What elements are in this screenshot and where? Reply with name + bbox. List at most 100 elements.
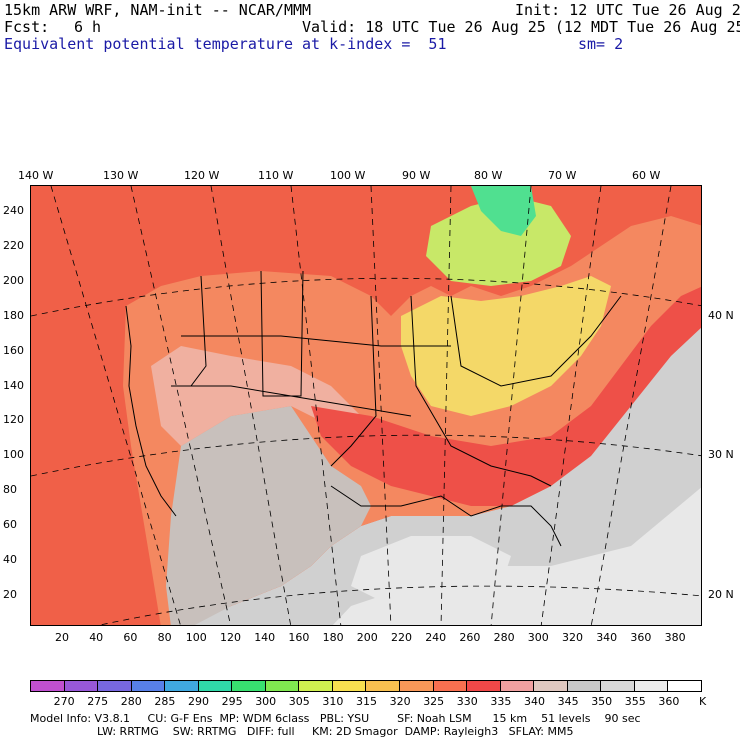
color-swatch <box>332 681 367 691</box>
color-swatch <box>98 681 132 691</box>
hudson-bay-region <box>471 186 536 236</box>
weather-map <box>30 185 702 626</box>
color-scale-label: 295 <box>221 695 243 708</box>
color-swatch <box>567 681 602 691</box>
forecast-label: Fcst: <box>4 18 50 36</box>
latitude-label: 20 N <box>708 588 734 601</box>
valid-time: Valid: 18 UTC Tue 26 Aug 25 (12 MDT Tue … <box>302 18 740 36</box>
intermountain-land <box>151 346 361 446</box>
grid-y-label: 240 <box>3 204 24 217</box>
latitude-label: 30 N <box>708 448 734 461</box>
theta-e-field <box>31 186 701 625</box>
atlantic-gulf-region <box>185 287 701 625</box>
color-scale-bar <box>30 680 702 692</box>
color-swatch <box>400 681 434 691</box>
grid-y-label: 180 <box>3 308 24 322</box>
color-swatch <box>534 681 568 691</box>
latitude-label: 40 N <box>708 309 734 322</box>
color-scale-label: 275 <box>87 695 109 708</box>
color-scale-label: 340 <box>524 695 545 708</box>
color-swatch <box>433 681 468 691</box>
longitude-label: 130 W <box>103 169 139 182</box>
color-scale-label: 300 <box>255 695 277 708</box>
color-swatch <box>198 681 233 691</box>
color-scale-label: 320 <box>389 695 411 708</box>
great-lakes-region <box>426 196 571 286</box>
color-scale-unit: K <box>699 695 707 708</box>
grid-y-label: 40 <box>3 553 17 566</box>
grid-x-label: 200 <box>356 631 378 644</box>
grid-y-label: 100 <box>3 448 24 462</box>
physics-info-line: LW: RRTMG SW: RRTMG DIFF: full KM: 2D Sm… <box>97 725 574 738</box>
color-scale-label: 310 <box>322 695 344 708</box>
color-swatch <box>467 681 501 691</box>
color-swatch <box>634 681 669 691</box>
color-scale-label: 270 <box>53 695 75 708</box>
grid-x-label: 20 <box>55 631 69 644</box>
longitude-label: 90 W <box>402 169 431 182</box>
grid-y-label: 60 <box>3 518 17 532</box>
color-swatch <box>232 681 266 691</box>
smoothing-info: sm= 2 <box>578 35 624 53</box>
color-swatch <box>668 681 701 691</box>
grid-x-label: 260 <box>459 631 481 644</box>
color-scale-label: 290 <box>188 695 209 708</box>
southwest-land <box>166 406 371 625</box>
color-scale-label: 315 <box>356 695 377 708</box>
grid-x-label: 360 <box>630 631 652 644</box>
southern-plains-band <box>311 286 701 506</box>
grid-y-label: 120 <box>3 413 24 427</box>
color-swatch <box>64 681 99 691</box>
color-scale-label: 355 <box>624 695 646 708</box>
color-swatch <box>601 681 635 691</box>
color-scale-label: 305 <box>288 695 310 708</box>
model-info-line: Model Info: V3.8.1 CU: G-F Ens MP: WDM 6… <box>30 712 641 725</box>
color-swatch <box>131 681 166 691</box>
grid-x-label: 340 <box>596 631 618 644</box>
color-scale-label: 280 <box>120 695 142 708</box>
graticule <box>31 186 701 625</box>
longitude-label: 80 W <box>474 169 503 182</box>
color-scale-label: 325 <box>423 695 445 708</box>
color-scale-label: 360 <box>658 695 680 708</box>
color-swatch <box>299 681 333 691</box>
longitude-label: 140 W <box>18 169 54 182</box>
grid-x-label: 220 <box>391 631 412 644</box>
longitude-label: 110 W <box>258 169 294 182</box>
coastlines <box>125 270 622 547</box>
grid-x-label: 280 <box>493 631 515 644</box>
color-swatch <box>31 681 65 691</box>
color-scale-label: 345 <box>557 695 579 708</box>
color-scale-label: 350 <box>591 695 613 708</box>
init-time: Init: 12 UTC Tue 26 Aug 25 <box>515 1 740 19</box>
grid-x-label: 160 <box>288 631 310 644</box>
grid-x-label: 120 <box>220 631 241 644</box>
grid-x-label: 300 <box>527 631 549 644</box>
color-swatch <box>165 681 199 691</box>
grid-x-label: 140 <box>254 631 276 644</box>
grid-y-label: 160 <box>3 343 24 357</box>
grid-x-label: 60 <box>123 631 138 644</box>
color-scale-label: 335 <box>490 695 512 708</box>
grid-x-label: 80 <box>157 631 172 644</box>
longitude-label: 120 W <box>184 169 220 182</box>
grid-y-label: 80 <box>3 483 17 497</box>
grid-y-label: 220 <box>3 238 24 252</box>
model-title: 15km ARW WRF, NAM-init -- NCAR/MMM <box>4 1 312 19</box>
grid-x-label: 240 <box>425 631 447 644</box>
grid-x-label: 180 <box>322 631 344 644</box>
color-scale-label: 330 <box>456 695 478 708</box>
longitude-label: 70 W <box>548 169 577 182</box>
field-name: Equivalent potential temperature <box>4 35 293 53</box>
color-swatch <box>500 681 535 691</box>
color-swatch <box>366 681 401 691</box>
grid-y-label: 200 <box>3 273 24 287</box>
color-swatch <box>265 681 300 691</box>
longitude-label: 60 W <box>632 169 661 182</box>
color-scale-label: 285 <box>154 695 176 708</box>
level-info: at k-index = 51 <box>302 35 447 53</box>
grid-x-label: 320 <box>562 631 583 644</box>
grid-y-label: 20 <box>3 587 17 601</box>
grid-x-label: 40 <box>89 631 104 644</box>
forecast-hour: 6 h <box>74 18 102 36</box>
